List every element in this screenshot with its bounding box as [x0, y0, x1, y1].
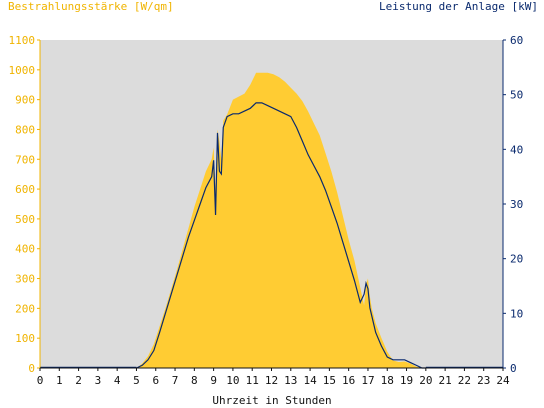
right-tick-label: 40 — [510, 143, 523, 156]
right-tick-label: 20 — [510, 253, 523, 266]
irradiance-area — [136, 72, 426, 369]
right-tick-label: 0 — [510, 362, 517, 375]
x-tick-label: 4 — [114, 374, 121, 387]
left-axis-title: Bestrahlungsstärke [W/qm] — [8, 0, 174, 13]
x-tick-label: 2 — [75, 374, 82, 387]
x-tick-label: 19 — [400, 374, 413, 387]
x-tick-label: 18 — [381, 374, 394, 387]
left-tick-label: 0 — [28, 362, 35, 375]
left-tick-label: 100 — [15, 332, 35, 345]
right-tick-label: 50 — [510, 89, 523, 102]
left-tick-label: 1000 — [9, 64, 36, 77]
x-tick-label: 1 — [56, 374, 63, 387]
x-tick-label: 17 — [361, 374, 374, 387]
x-tick-label: 0 — [37, 374, 44, 387]
left-tick-label: 600 — [15, 183, 35, 196]
left-tick-label: 500 — [15, 213, 35, 226]
x-tick-label: 10 — [226, 374, 239, 387]
left-tick-label: 1100 — [9, 34, 36, 47]
x-tick-label: 23 — [477, 374, 490, 387]
power-line — [136, 102, 426, 369]
x-tick-label: 24 — [496, 374, 510, 387]
x-tick-label: 5 — [133, 374, 140, 387]
left-tick-label: 400 — [15, 243, 35, 256]
x-tick-label: 20 — [419, 374, 432, 387]
left-tick-label: 800 — [15, 123, 35, 136]
left-tick-label: 200 — [15, 302, 35, 315]
x-tick-label: 11 — [246, 374, 259, 387]
left-tick-label: 700 — [15, 153, 35, 166]
right-tick-label: 10 — [510, 307, 523, 320]
left-tick-label: 900 — [15, 94, 35, 107]
x-tick-label: 3 — [95, 374, 102, 387]
x-tick-label: 12 — [265, 374, 278, 387]
right-axis-title: Leistung der Anlage [kW] — [379, 0, 538, 13]
x-axis-title: Uhrzeit in Stunden — [212, 394, 332, 407]
x-tick-label: 9 — [210, 374, 217, 387]
x-tick-label: 7 — [172, 374, 179, 387]
x-tick-label: 13 — [284, 374, 297, 387]
x-tick-label: 15 — [323, 374, 336, 387]
right-tick-label: 60 — [510, 34, 523, 47]
x-tick-label: 8 — [191, 374, 198, 387]
x-tick-label: 16 — [342, 374, 355, 387]
x-tick-label: 6 — [152, 374, 159, 387]
right-tick-label: 30 — [510, 198, 523, 211]
x-tick-label: 21 — [439, 374, 452, 387]
x-tick-label: 14 — [303, 374, 317, 387]
left-tick-label: 300 — [15, 273, 35, 286]
x-tick-label: 22 — [458, 374, 471, 387]
